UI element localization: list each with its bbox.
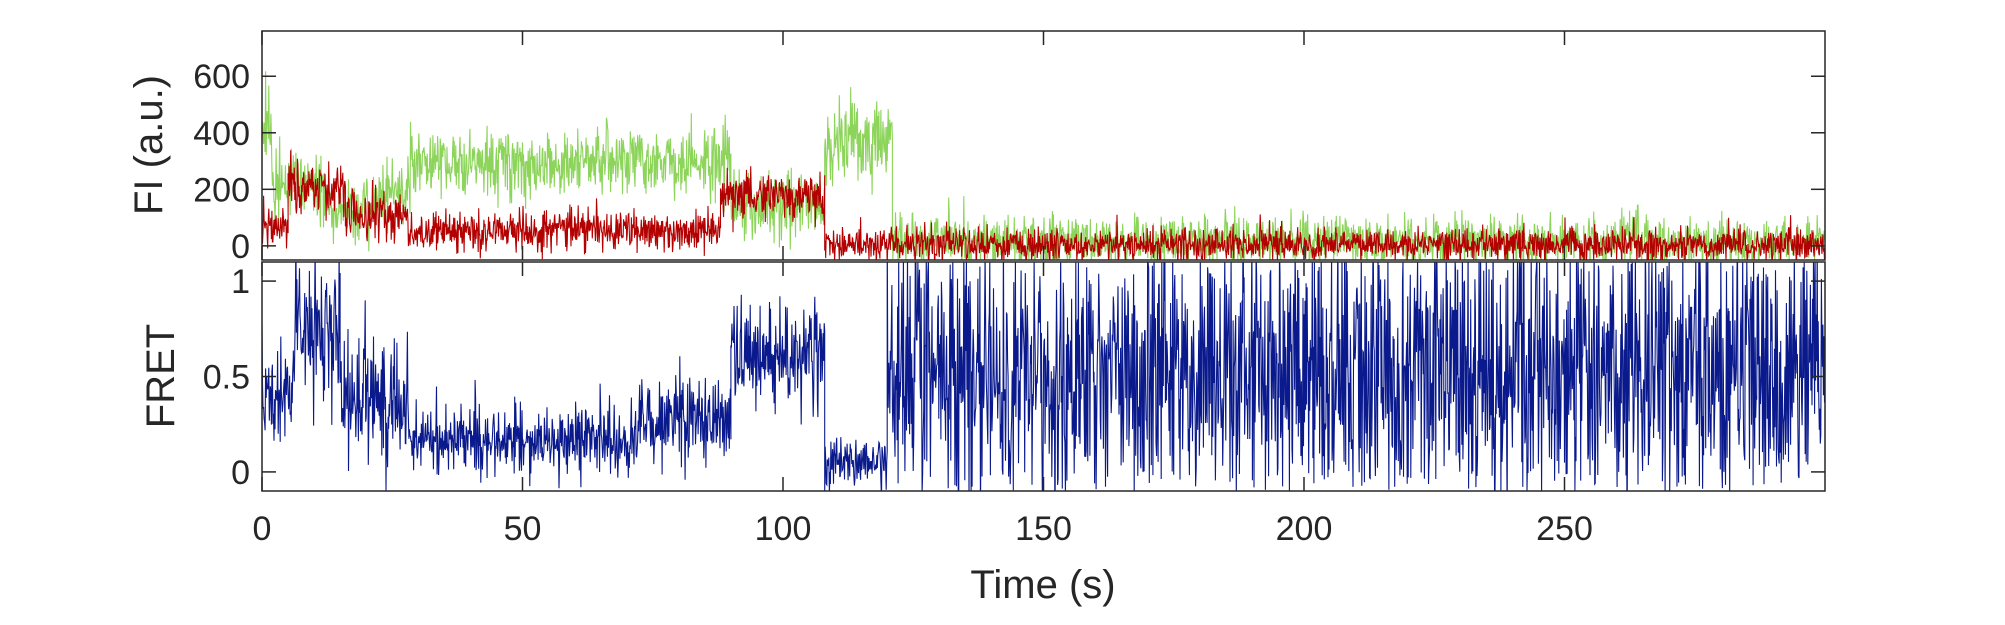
fluorescence-y-ticks: 0 200 400 600 bbox=[193, 58, 1825, 266]
y-tick-label: 0 bbox=[231, 454, 250, 492]
x-tick-label: 0 bbox=[253, 510, 272, 548]
x-tick-label: 200 bbox=[1276, 510, 1333, 548]
fret-y-axis-label: FRET bbox=[139, 324, 183, 428]
fluorescence-y-axis-label: FI (a.u.) bbox=[127, 75, 171, 215]
x-tick-label: 100 bbox=[755, 510, 812, 548]
x-tick-label: 50 bbox=[504, 510, 542, 548]
fluorescence-plot-area bbox=[262, 71, 1825, 260]
acceptor-trace bbox=[262, 150, 1825, 260]
donor-trace bbox=[262, 71, 1825, 260]
time-x-ticks: 0 50 100 150 200 250 bbox=[253, 31, 1593, 548]
y-tick-label: 600 bbox=[193, 58, 250, 96]
y-tick-label: 1 bbox=[231, 263, 250, 301]
y-tick-label: 400 bbox=[193, 115, 250, 153]
fret-panel: 00.51 0 50 100 150 200 250 FRET Time (s) bbox=[139, 31, 1826, 607]
fret-trace bbox=[262, 262, 1825, 491]
y-tick-label: 0.5 bbox=[203, 359, 250, 397]
time-x-axis-label: Time (s) bbox=[970, 563, 1115, 607]
fret-plot-area bbox=[262, 262, 1825, 491]
fret-y-ticks: 00.51 bbox=[203, 263, 1825, 492]
y-tick-label: 0 bbox=[231, 228, 250, 266]
x-tick-label: 250 bbox=[1536, 510, 1593, 548]
x-tick-label: 150 bbox=[1015, 510, 1072, 548]
fluorescence-panel: 0 200 400 600 FI (a.u.) bbox=[127, 30, 1826, 266]
y-tick-label: 200 bbox=[193, 171, 250, 209]
